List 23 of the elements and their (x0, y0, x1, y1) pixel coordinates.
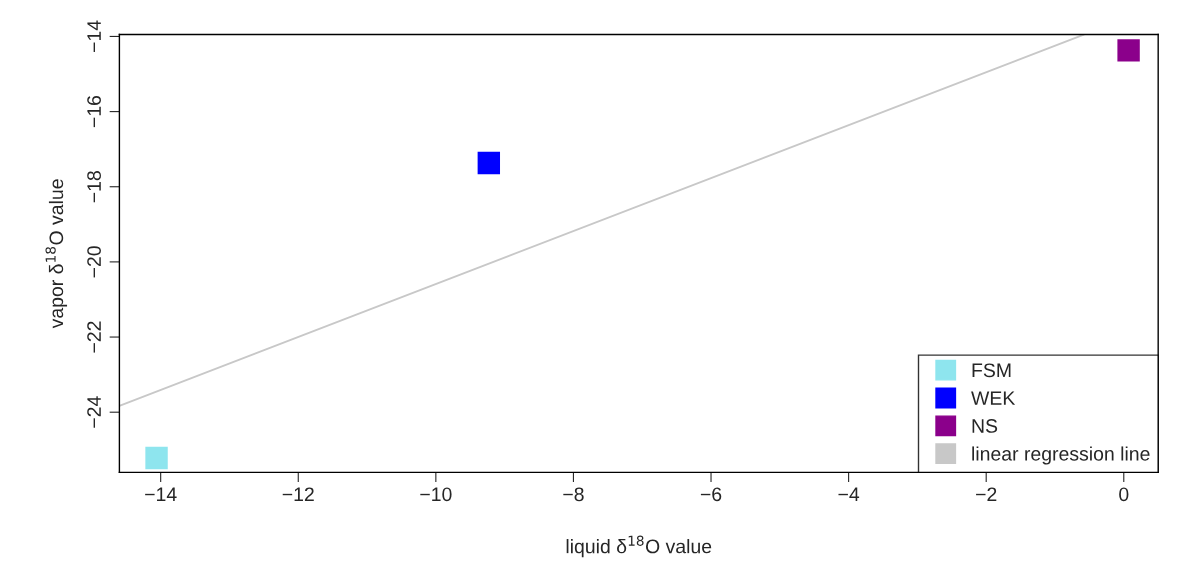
x-tick-label: −8 (563, 487, 584, 502)
x-tick-label: −2 (976, 487, 997, 501)
legend-label: FSM (972, 363, 1011, 378)
y-tick-label: −16 (87, 95, 101, 128)
x-tick-label: −14 (145, 487, 177, 501)
y-tick-label: −22 (87, 321, 101, 353)
x-tick-label: −6 (700, 487, 722, 502)
x-tick-label: 0 (1119, 487, 1129, 502)
x-tick-label: −12 (282, 487, 314, 501)
legend-label: NS (972, 419, 998, 433)
x-axis-title: liquid δ$^{18}$O value (566, 535, 712, 558)
y-axis-title: vapor δ$^{18}$O value (45, 179, 68, 329)
legend-label: linear regression line (972, 446, 1150, 465)
y-tick-label: −18 (87, 171, 101, 203)
y-tick-label: −20 (87, 246, 101, 278)
x-tick-label: −10 (420, 487, 452, 502)
point (477, 151, 501, 175)
legend-label: WEK (971, 391, 1016, 405)
y-tick-label: −14 (87, 20, 101, 52)
y-tick-label: −24 (87, 396, 101, 428)
point (1117, 39, 1140, 62)
point (145, 446, 168, 470)
x-tick-label: −4 (838, 487, 860, 501)
